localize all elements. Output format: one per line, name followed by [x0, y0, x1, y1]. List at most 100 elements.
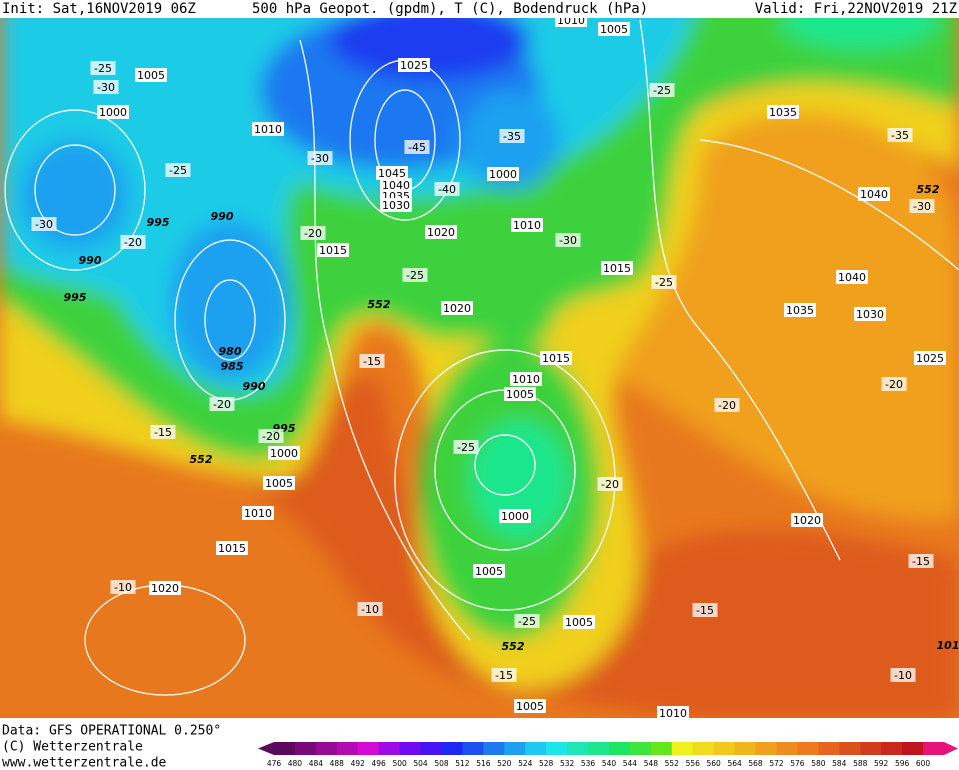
label-box [93, 80, 119, 94]
color-scale: 476 480 484 488 492 496 500 504 508 512 516 520 524 5… [258, 742, 958, 768]
product: 500 hPa Geopot. (gpdm), T (C), Bodendruc… [252, 1, 648, 17]
map-label: 1015 [319, 244, 347, 257]
label-box [149, 581, 181, 595]
map-label: 1020 [427, 226, 455, 239]
scale-swatch [902, 742, 924, 755]
map-label: 990 [79, 254, 102, 267]
scale-label: 512 [455, 759, 470, 768]
scale-label: 584 [832, 759, 847, 768]
label-box [487, 167, 519, 181]
map-label: 1000 [99, 106, 127, 119]
label-box [601, 261, 633, 275]
map-label: -40 [438, 183, 456, 196]
scale-swatch [860, 742, 882, 755]
map-label: 1020 [151, 582, 179, 595]
scale-swatch [588, 742, 610, 755]
map-label: 995 [64, 291, 87, 304]
scale-label: 500 [392, 759, 407, 768]
map-label: -45 [408, 141, 426, 154]
scale-swatch [881, 742, 903, 755]
label-box [514, 614, 540, 628]
label-box [651, 275, 677, 289]
map-label: 995 [147, 216, 170, 229]
label-box [150, 425, 176, 439]
label-box [890, 668, 916, 682]
map-label: 1030 [856, 308, 884, 321]
map-label: -20 [124, 236, 142, 249]
map-label: -25 [653, 84, 671, 97]
scale-end [944, 742, 958, 755]
label-box [491, 668, 517, 682]
label-box [510, 372, 542, 386]
label-box [268, 446, 300, 460]
label-box [909, 199, 935, 213]
scale-label: 488 [330, 759, 345, 768]
label-box [504, 387, 536, 401]
map-label: -15 [154, 426, 172, 439]
map-label: -20 [601, 478, 619, 491]
scale-swatch [462, 742, 484, 755]
label-box [165, 163, 191, 177]
label-box [473, 564, 505, 578]
map-field [0, 18, 959, 718]
label-box [511, 218, 543, 232]
label-box [120, 235, 146, 249]
label-box [540, 351, 572, 365]
label-box [242, 506, 274, 520]
scale-swatch [713, 742, 736, 755]
scale-swatch [755, 742, 777, 755]
label-box [357, 602, 383, 616]
map-label: 1015 [542, 352, 570, 365]
map-label: 1000 [501, 510, 529, 523]
map-labels: 1005 -25 -30 1000 1010 1025 1005 1010 -25 1035 -35… [31, 13, 959, 720]
label-box [499, 509, 531, 523]
map-label: 1005 [565, 616, 593, 629]
label-box [434, 182, 460, 196]
map-label: 1040 [860, 188, 888, 201]
map-label: -25 [457, 441, 475, 454]
scale-label: 492 [351, 759, 366, 768]
scale-label: 548 [644, 759, 659, 768]
scale-swatch [525, 742, 547, 755]
scale-label: 596 [895, 759, 910, 768]
map-label: 1040 [382, 179, 410, 192]
map-label: -25 [518, 615, 536, 628]
scale-label: 508 [434, 759, 449, 768]
map-label: 552 [368, 298, 391, 311]
map-label: 552 [190, 453, 213, 466]
map-label: 1035 [769, 106, 797, 119]
map-label: 1005 [137, 69, 165, 82]
map-label: 1005 [506, 388, 534, 401]
map-label: -10 [114, 581, 132, 594]
map-label: -15 [912, 555, 930, 568]
map-label: 1005 [516, 700, 544, 713]
map-label: -20 [304, 227, 322, 240]
map-label: -20 [885, 378, 903, 391]
map-label: 1005 [475, 565, 503, 578]
label-box [31, 217, 57, 231]
label-box [692, 603, 718, 617]
label-box [425, 225, 457, 239]
scale-swatch [839, 742, 861, 755]
map-label: -25 [406, 269, 424, 282]
label-box [598, 22, 630, 36]
label-box [402, 268, 428, 282]
map-label: 1000 [270, 447, 298, 460]
scale-label: 520 [497, 759, 512, 768]
label-box [854, 307, 886, 321]
scale-label: 556 [686, 759, 701, 768]
map-label: -25 [94, 62, 112, 75]
scale-swatch [274, 742, 296, 755]
map-label: -15 [696, 604, 714, 617]
map-label: -15 [495, 669, 513, 682]
map-label: 1005 [265, 477, 293, 490]
label-box [376, 166, 408, 180]
data-source: Data: GFS OPERATIONAL 0.250° [2, 724, 221, 739]
scale-swatch [546, 742, 568, 755]
map-label: -30 [35, 218, 53, 231]
map-label: 1010 [512, 373, 540, 386]
scale-label: 568 [748, 759, 763, 768]
scale-swatch [650, 742, 673, 755]
scale-label: 484 [309, 759, 324, 768]
scale-swatch [399, 742, 422, 755]
